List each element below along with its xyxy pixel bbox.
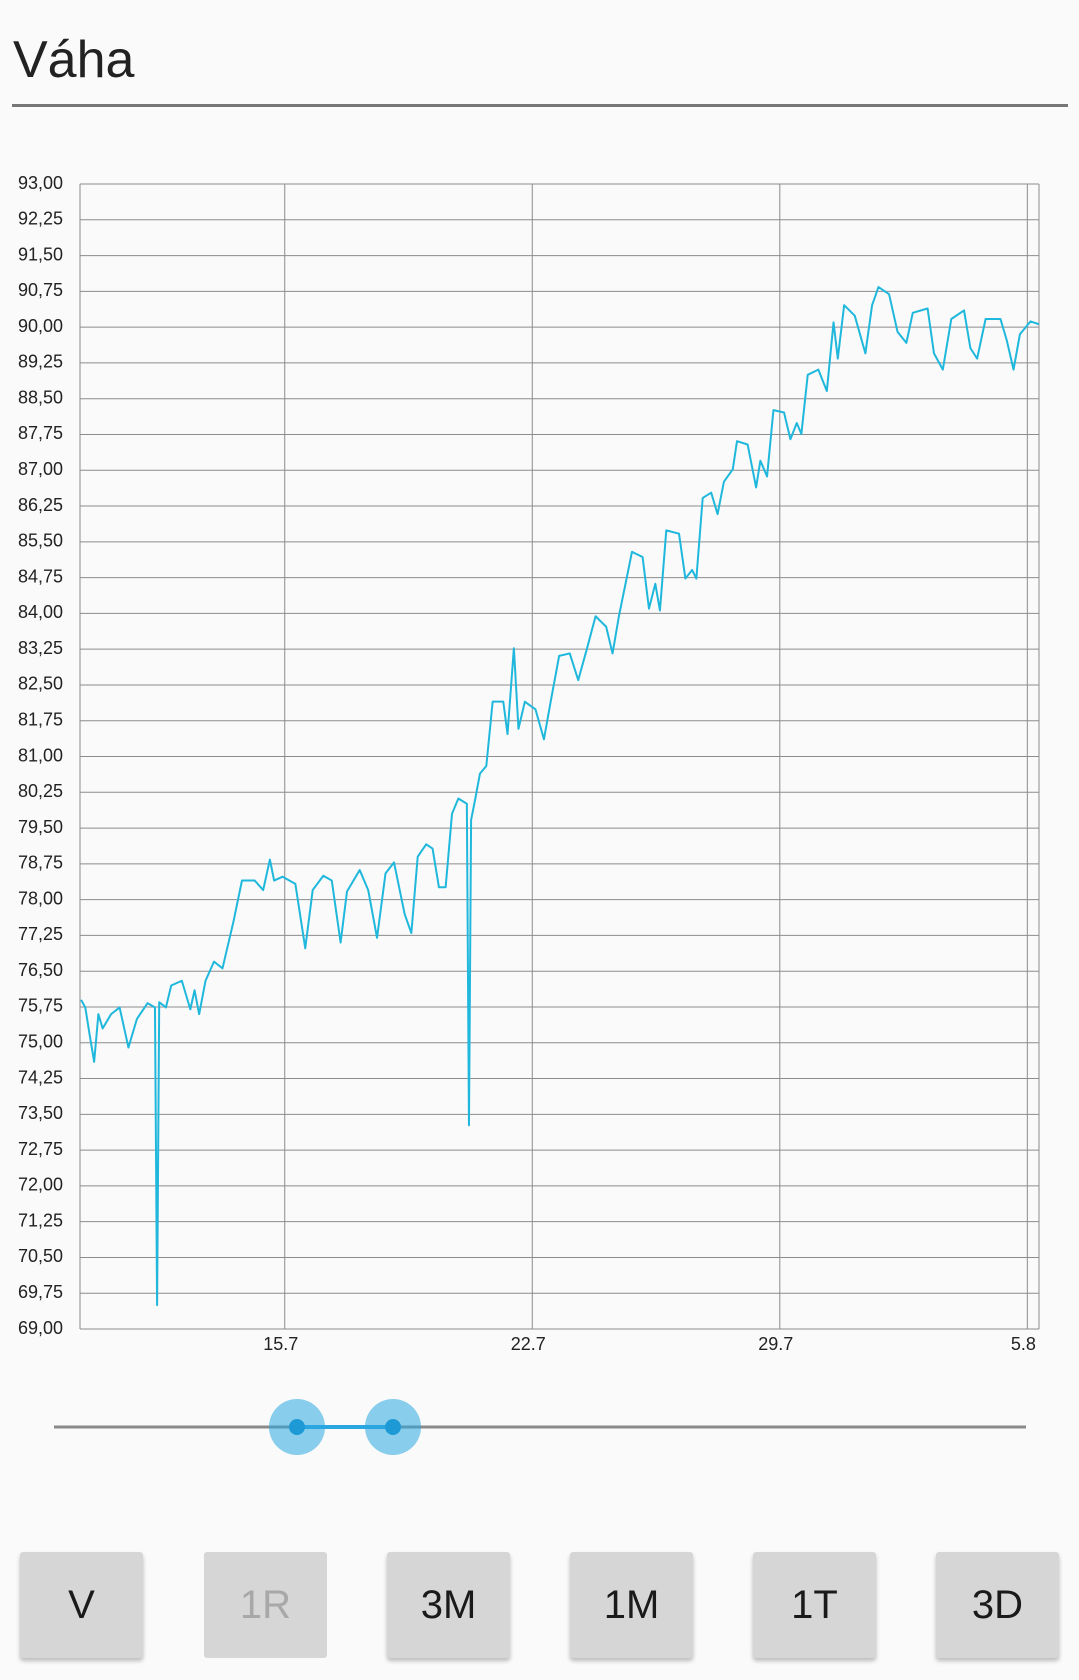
y-tick-label: 71,25 bbox=[18, 1210, 63, 1230]
x-tick-label: 22.7 bbox=[511, 1334, 546, 1354]
y-tick-label: 69,00 bbox=[18, 1318, 63, 1338]
y-tick-label: 72,75 bbox=[18, 1139, 63, 1159]
y-tick-label: 77,25 bbox=[18, 924, 63, 944]
y-tick-label: 86,25 bbox=[18, 495, 63, 515]
y-tick-label: 91,50 bbox=[18, 244, 63, 264]
y-tick-label: 74,25 bbox=[18, 1067, 63, 1087]
range-button[interactable]: 1M bbox=[570, 1552, 693, 1658]
slider-thumb-dot bbox=[385, 1419, 401, 1435]
data-line bbox=[80, 286, 1040, 1307]
y-tick-label: 88,50 bbox=[18, 387, 63, 407]
y-tick-label: 70,50 bbox=[18, 1246, 63, 1266]
y-tick-label: 73,50 bbox=[18, 1103, 63, 1123]
y-tick-label: 75,75 bbox=[18, 996, 63, 1016]
y-tick-label: 87,75 bbox=[18, 423, 63, 443]
y-tick-label: 75,00 bbox=[18, 1032, 63, 1052]
y-tick-label: 92,25 bbox=[18, 209, 63, 229]
divider bbox=[12, 104, 1068, 107]
y-tick-label: 90,00 bbox=[18, 316, 63, 336]
y-tick-label: 90,75 bbox=[18, 280, 63, 300]
x-tick-label: 5.8 bbox=[1011, 1334, 1036, 1354]
y-tick-label: 89,25 bbox=[18, 352, 63, 372]
range-button[interactable]: V bbox=[20, 1552, 143, 1658]
y-tick-label: 85,50 bbox=[18, 531, 63, 551]
x-tick-label: 15.7 bbox=[263, 1334, 298, 1354]
y-tick-label: 84,75 bbox=[18, 566, 63, 586]
y-tick-label: 78,00 bbox=[18, 888, 63, 908]
y-tick-label: 81,00 bbox=[18, 745, 63, 765]
range-button: 1R bbox=[204, 1552, 327, 1658]
y-tick-label: 76,50 bbox=[18, 960, 63, 980]
y-tick-label: 79,50 bbox=[18, 817, 63, 837]
y-tick-label: 82,50 bbox=[18, 674, 63, 694]
range-button[interactable]: 3M bbox=[387, 1552, 510, 1658]
page-title: Váha bbox=[13, 31, 135, 89]
y-tick-label: 81,75 bbox=[18, 709, 63, 729]
y-tick-label: 69,75 bbox=[18, 1282, 63, 1302]
y-tick-label: 83,25 bbox=[18, 638, 63, 658]
y-tick-label: 84,00 bbox=[18, 602, 63, 622]
y-tick-label: 72,00 bbox=[18, 1175, 63, 1195]
y-tick-label: 87,00 bbox=[18, 459, 63, 479]
y-tick-label: 80,25 bbox=[18, 781, 63, 801]
x-tick-label: 29.7 bbox=[758, 1334, 793, 1354]
y-tick-label: 93,00 bbox=[18, 173, 63, 193]
range-button[interactable]: 3D bbox=[936, 1552, 1059, 1658]
range-button[interactable]: 1T bbox=[753, 1552, 876, 1658]
slider-thumb-dot bbox=[289, 1419, 305, 1435]
chart: 69,00 69,75 70,50 71,25 72,00 72,75 73,50 74,25… bbox=[18, 173, 1040, 1455]
y-tick-label: 78,75 bbox=[18, 853, 63, 873]
